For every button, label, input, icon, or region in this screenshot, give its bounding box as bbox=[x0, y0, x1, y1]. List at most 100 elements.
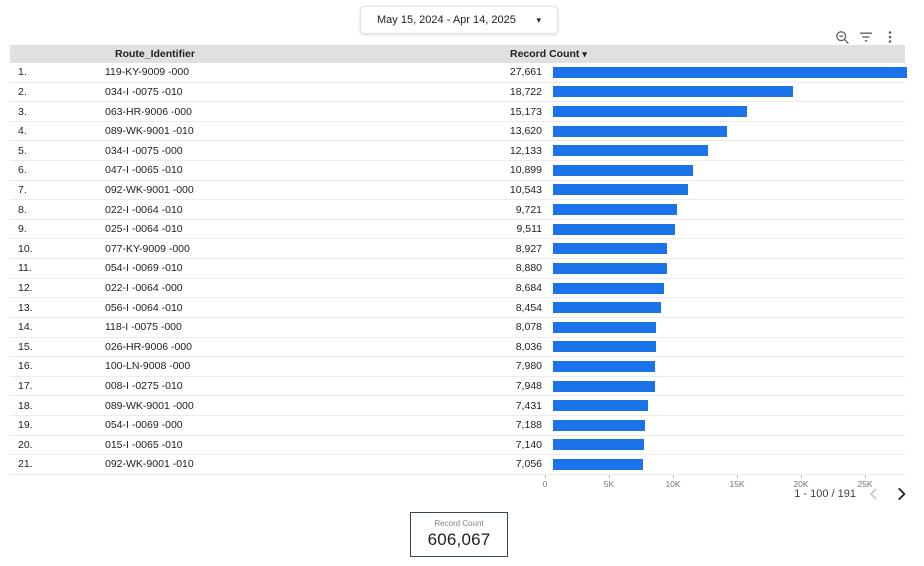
axis-tick-label: 5K bbox=[603, 479, 615, 489]
date-range-control[interactable]: May 15, 2024 - Apr 14, 2025 ▾ bbox=[360, 6, 558, 34]
row-route: 026-HR-9006 -000 bbox=[105, 340, 192, 353]
row-count: 15,173 bbox=[509, 105, 542, 118]
row-index: 13. bbox=[18, 301, 33, 314]
axis-tick-label: 15K bbox=[729, 479, 745, 489]
table-row[interactable]: 8. 022-I -0064 -010 9,721 bbox=[10, 200, 905, 220]
pagination: 1 - 100 / 191 bbox=[794, 485, 910, 503]
axis-tick-mark bbox=[609, 475, 610, 478]
table-row[interactable]: 19. 054-I -0069 -000 7,188 bbox=[10, 416, 905, 436]
record-count-bar bbox=[553, 380, 655, 392]
record-count-bar bbox=[553, 164, 693, 176]
row-index: 19. bbox=[18, 419, 33, 432]
table-row[interactable]: 14. 118-I -0075 -000 8,078 bbox=[10, 318, 905, 338]
row-count: 7,188 bbox=[515, 419, 542, 432]
row-count: 7,980 bbox=[515, 360, 542, 373]
row-bar-cell bbox=[542, 400, 905, 412]
row-count: 8,880 bbox=[515, 262, 542, 275]
row-count: 10,543 bbox=[509, 183, 542, 196]
row-bar-cell bbox=[542, 86, 905, 98]
record-count-bar bbox=[553, 106, 748, 118]
row-bar-cell bbox=[542, 360, 905, 372]
row-route: 022-I -0064 -010 bbox=[105, 203, 183, 216]
table-row[interactable]: 15. 026-HR-9006 -000 8,036 bbox=[10, 338, 905, 358]
row-index: 11. bbox=[18, 262, 32, 275]
row-bar-cell bbox=[542, 341, 905, 353]
table-row[interactable]: 1. 119-KY-9009 -000 27,661 bbox=[10, 63, 908, 83]
row-index: 17. bbox=[18, 380, 33, 393]
row-count: 8,078 bbox=[515, 321, 542, 334]
table-row[interactable]: 10. 077-KY-9009 -000 8,927 bbox=[10, 239, 905, 260]
table-row[interactable]: 18. 089-WK-9001 -000 7,431 bbox=[10, 396, 905, 416]
table-body: 1. 119-KY-9009 -000 27,661 2. 034-I -007… bbox=[10, 63, 908, 475]
pagination-label: 1 - 100 / 191 bbox=[794, 488, 856, 500]
record-count-table: Route_Identifier Record Count ▾ 1. 119-KY… bbox=[10, 45, 908, 475]
record-count-bar bbox=[553, 243, 668, 255]
table-row[interactable]: 20. 015-I -0065 -010 7,140 bbox=[10, 436, 905, 456]
row-route: 056-I -0064 -010 bbox=[105, 301, 183, 314]
row-count: 7,948 bbox=[515, 380, 542, 393]
table-row[interactable]: 21. 092-WK-9001 -010 7,056 bbox=[10, 455, 905, 475]
row-index: 9. bbox=[18, 223, 27, 236]
row-count: 9,721 bbox=[515, 203, 542, 216]
record-count-bar bbox=[553, 223, 675, 235]
filter-icon[interactable] bbox=[858, 29, 874, 45]
table-row[interactable]: 3. 063-HR-9006 -000 15,173 bbox=[10, 102, 905, 122]
record-count-bar bbox=[553, 439, 645, 451]
table-row[interactable]: 16. 100-LN-9008 -000 7,980 bbox=[10, 357, 905, 377]
table-row[interactable]: 13. 056-I -0064 -010 8,454 bbox=[10, 298, 905, 318]
row-bar-cell bbox=[542, 243, 905, 255]
zoom-icon[interactable] bbox=[834, 29, 850, 45]
row-route: 034-I -0075 -010 bbox=[105, 85, 183, 98]
table-row[interactable]: 2. 034-I -0075 -010 18,722 bbox=[10, 83, 905, 103]
next-page-icon[interactable] bbox=[892, 485, 910, 503]
row-index: 21. bbox=[18, 458, 33, 471]
row-route: 047-I -0065 -010 bbox=[105, 164, 183, 177]
axis-tick-mark bbox=[801, 475, 802, 478]
row-index: 20. bbox=[18, 438, 33, 451]
previous-page-icon[interactable] bbox=[865, 485, 883, 503]
record-count-scorecard: Record Count 606,067 bbox=[410, 512, 508, 557]
row-route: 054-I -0069 -010 bbox=[105, 262, 183, 275]
row-bar-cell bbox=[542, 439, 905, 451]
row-route: 015-I -0065 -010 bbox=[105, 438, 183, 451]
chevron-down-icon: ▾ bbox=[536, 14, 541, 25]
row-count: 7,431 bbox=[515, 399, 542, 412]
table-row[interactable]: 17. 008-I -0275 -010 7,948 bbox=[10, 377, 905, 397]
table-row[interactable]: 7. 092-WK-9001 -000 10,543 bbox=[10, 181, 905, 201]
row-index: 18. bbox=[18, 399, 33, 412]
record-count-bar bbox=[553, 341, 656, 353]
row-route: 089-WK-9001 -010 bbox=[105, 125, 194, 138]
row-index: 2. bbox=[18, 85, 27, 98]
row-route: 054-I -0069 -000 bbox=[105, 419, 183, 432]
row-route: 092-WK-9001 -010 bbox=[105, 458, 194, 471]
axis-tick-label: 10K bbox=[665, 479, 681, 489]
record-count-bar bbox=[553, 125, 728, 137]
row-bar-cell bbox=[542, 106, 905, 118]
column-header-record-count[interactable]: Record Count ▾ bbox=[510, 48, 587, 60]
row-route: 022-I -0064 -000 bbox=[105, 282, 183, 294]
record-count-bar bbox=[553, 302, 662, 314]
row-route: 089-WK-9001 -000 bbox=[105, 399, 194, 412]
row-bar-cell bbox=[542, 419, 905, 431]
column-header-route-identifier[interactable]: Route_Identifier bbox=[115, 48, 195, 60]
record-count-bar bbox=[553, 419, 645, 431]
table-row[interactable]: 6. 047-I -0065 -010 10,899 bbox=[10, 161, 905, 181]
row-route: 100-LN-9008 -000 bbox=[105, 360, 191, 373]
table-row[interactable]: 9. 025-I -0064 -010 9,511 bbox=[10, 220, 905, 240]
scorecard-value: 606,067 bbox=[427, 530, 491, 549]
more-options-icon[interactable] bbox=[882, 29, 898, 45]
row-index: 6. bbox=[18, 164, 27, 177]
table-header-row: Route_Identifier Record Count ▾ bbox=[10, 45, 905, 63]
axis-tick-mark bbox=[865, 475, 866, 478]
table-row[interactable]: 5. 034-I -0075 -000 12,133 bbox=[10, 141, 905, 162]
row-index: 16. bbox=[18, 360, 33, 373]
row-index: 4. bbox=[18, 125, 27, 138]
table-row[interactable]: 12. 022-I -0064 -000 8,684 bbox=[10, 279, 905, 299]
table-row[interactable]: 11. 054-I -0069 -010 8,880 bbox=[10, 259, 905, 279]
row-index: 12. bbox=[18, 282, 33, 294]
axis-tick-mark bbox=[545, 475, 546, 478]
record-count-bar bbox=[553, 360, 656, 372]
axis-tick-label: 20K bbox=[793, 479, 809, 489]
record-count-bar bbox=[553, 458, 644, 470]
table-row[interactable]: 4. 089-WK-9001 -010 13,620 bbox=[10, 122, 905, 142]
